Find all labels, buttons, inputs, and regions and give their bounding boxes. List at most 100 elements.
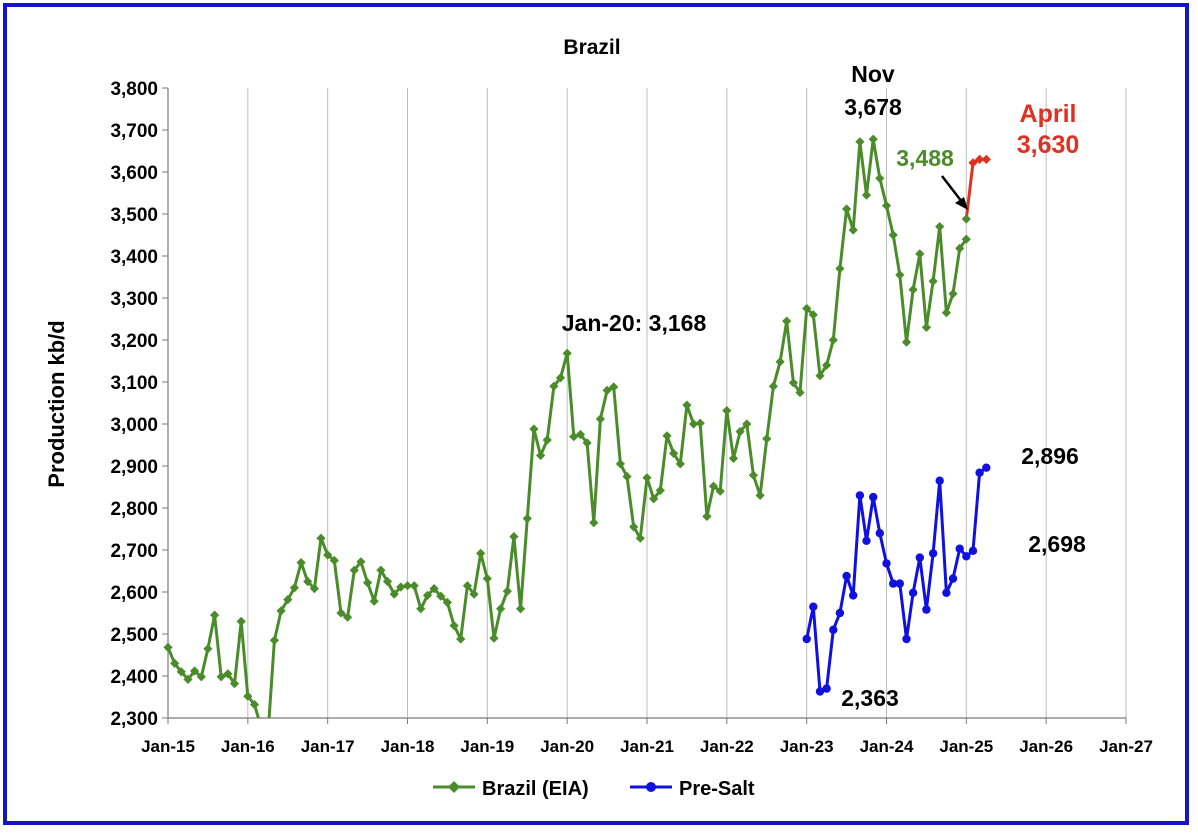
brazil-eia-point	[429, 584, 439, 594]
y-axis-ticks: 2,300 2,400 2,500 2,600 2,700 2,800 2,900 3,000…	[110, 79, 168, 730]
y-tick-label: 2,700	[110, 541, 158, 562]
annotation-presalt-recent: 2,698	[1028, 531, 1086, 557]
pre-salt-line	[805, 466, 988, 693]
x-tick-label: Jan-22	[700, 737, 754, 756]
recent-red-line	[964, 157, 987, 220]
pre-salt-point	[975, 468, 984, 477]
brazil-eia-point	[389, 589, 399, 599]
x-tick-label: Jan-20	[540, 737, 594, 756]
pre-salt-point	[882, 559, 891, 568]
recent-red-point	[981, 154, 991, 164]
brazil-eia-point	[915, 249, 925, 259]
brazil-eia-point	[442, 597, 452, 608]
recent-red-point	[968, 158, 978, 168]
brazil-eia-point	[489, 633, 499, 643]
brazil-eia-point	[190, 666, 200, 676]
brazil-eia-point	[921, 322, 931, 332]
x-tick-label: Jan-17	[301, 737, 355, 756]
brazil-eia-point	[762, 434, 772, 444]
pre-salt-point	[849, 591, 858, 600]
brazil-eia-point	[875, 173, 885, 183]
y-tick-label: 3,000	[110, 415, 158, 436]
brazil-eia-point	[928, 276, 938, 286]
y-tick-label: 2,800	[110, 499, 158, 520]
y-tick-label: 2,900	[110, 457, 158, 478]
pre-salt-point	[829, 625, 838, 634]
brazil-eia-point	[615, 459, 625, 469]
brazil-eia-point	[788, 378, 798, 388]
brazil-eia-point	[861, 190, 872, 200]
brazil-eia-point	[635, 533, 645, 543]
pre-salt-point	[982, 463, 991, 472]
brazil-eia-point	[582, 438, 592, 448]
brazil-eia-point	[496, 604, 506, 614]
pre-salt-point	[835, 608, 845, 618]
x-tick-label: Jan-25	[939, 737, 993, 756]
brazil-eia-point	[941, 308, 951, 318]
brazil-eia-point	[948, 289, 958, 299]
brazil-eia-point	[183, 674, 193, 684]
brazil-eia-point	[229, 679, 240, 689]
pre-salt-point	[875, 529, 884, 538]
brazil-eia-point	[655, 485, 665, 495]
brazil-eia-point	[210, 610, 220, 620]
brazil-eia-point	[629, 522, 639, 532]
brazil-eia-point	[868, 134, 878, 144]
brazil-eia-point	[536, 450, 546, 461]
brazil-eia-point	[855, 137, 865, 147]
pre-salt-point	[862, 536, 871, 545]
brazil-eia-point	[456, 634, 466, 644]
brazil-eia-point	[602, 385, 612, 395]
brazil-eia-point	[695, 418, 705, 428]
x-tick-label: Jan-19	[460, 737, 514, 756]
pre-salt-point	[955, 544, 964, 553]
y-tick-label: 3,200	[110, 331, 158, 352]
brazil-eia-point	[336, 608, 346, 618]
brazil-eia-point	[509, 532, 519, 542]
y-axis-label: Production kb/d	[44, 320, 69, 487]
brazil-eia-point	[782, 316, 792, 326]
pre-salt-point	[815, 687, 825, 696]
brazil-eia-point	[768, 381, 778, 391]
x-tick-label: Jan-16	[221, 737, 275, 756]
y-tick-label: 2,500	[110, 625, 158, 646]
brazil-eia-point	[901, 337, 912, 347]
brazil-eia-point	[908, 285, 918, 295]
pre-salt-point	[842, 571, 851, 581]
pre-salt-point	[928, 549, 938, 558]
brazil-eia-point	[356, 557, 366, 567]
brazil-eia-point	[961, 234, 971, 244]
pre-salt-point	[942, 588, 951, 597]
brazil-eia-point	[575, 429, 586, 440]
brazil-eia-point	[728, 453, 739, 463]
brazil-eia-point	[502, 586, 512, 596]
legend-item-brazil: Brazil (EIA)	[433, 778, 589, 800]
x-tick-label: Jan-26	[1019, 737, 1073, 756]
brazil-eia-point	[249, 700, 260, 710]
series-recent-red	[961, 154, 991, 224]
brazil-eia-point	[283, 595, 293, 605]
brazil-eia-point	[396, 582, 406, 592]
brazil-eia-point	[296, 558, 306, 568]
y-tick-label: 2,400	[110, 667, 158, 688]
brazil-eia-point	[675, 459, 685, 469]
annotation-presalt-high: 2,896	[1021, 443, 1079, 469]
brazil-eia-point	[522, 513, 532, 524]
brazil-eia-point	[176, 667, 186, 677]
brazil-eia-point	[808, 310, 818, 320]
annotation-latest-eia: 3,488	[896, 145, 954, 171]
brazil-eia-point	[702, 511, 712, 521]
brazil-eia-point	[309, 584, 319, 594]
y-tick-label: 3,500	[110, 205, 158, 226]
pre-salt-point	[908, 588, 918, 597]
brazil-eia-point	[722, 406, 732, 416]
y-tick-label: 3,300	[110, 289, 158, 310]
series-pre-salt	[802, 463, 991, 696]
brazil-eia-point	[289, 583, 299, 593]
legend-item-presalt: Pre-Salt	[630, 778, 755, 800]
brazil-eia-point	[802, 303, 812, 314]
brazil-eia-point	[276, 606, 286, 616]
brazil-eia-point	[842, 204, 852, 214]
pre-salt-point	[869, 492, 878, 502]
